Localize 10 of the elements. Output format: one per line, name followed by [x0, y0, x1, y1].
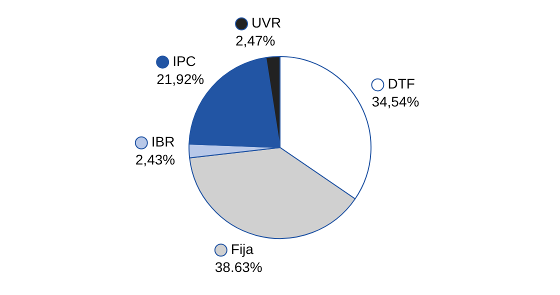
legend-label: Fija	[230, 240, 254, 257]
data-label: 2,43%	[135, 152, 176, 168]
data-label: 2,47%	[236, 32, 276, 49]
legend-label: IBR	[151, 134, 175, 150]
legend-label: UVR	[252, 14, 282, 31]
legend-label: DTF	[388, 76, 415, 92]
data-label: 34,54%	[372, 94, 420, 110]
data-label: 38.63%	[214, 258, 262, 275]
legend-label: IPC	[172, 52, 196, 69]
data-label: 21,92%	[156, 70, 204, 87]
